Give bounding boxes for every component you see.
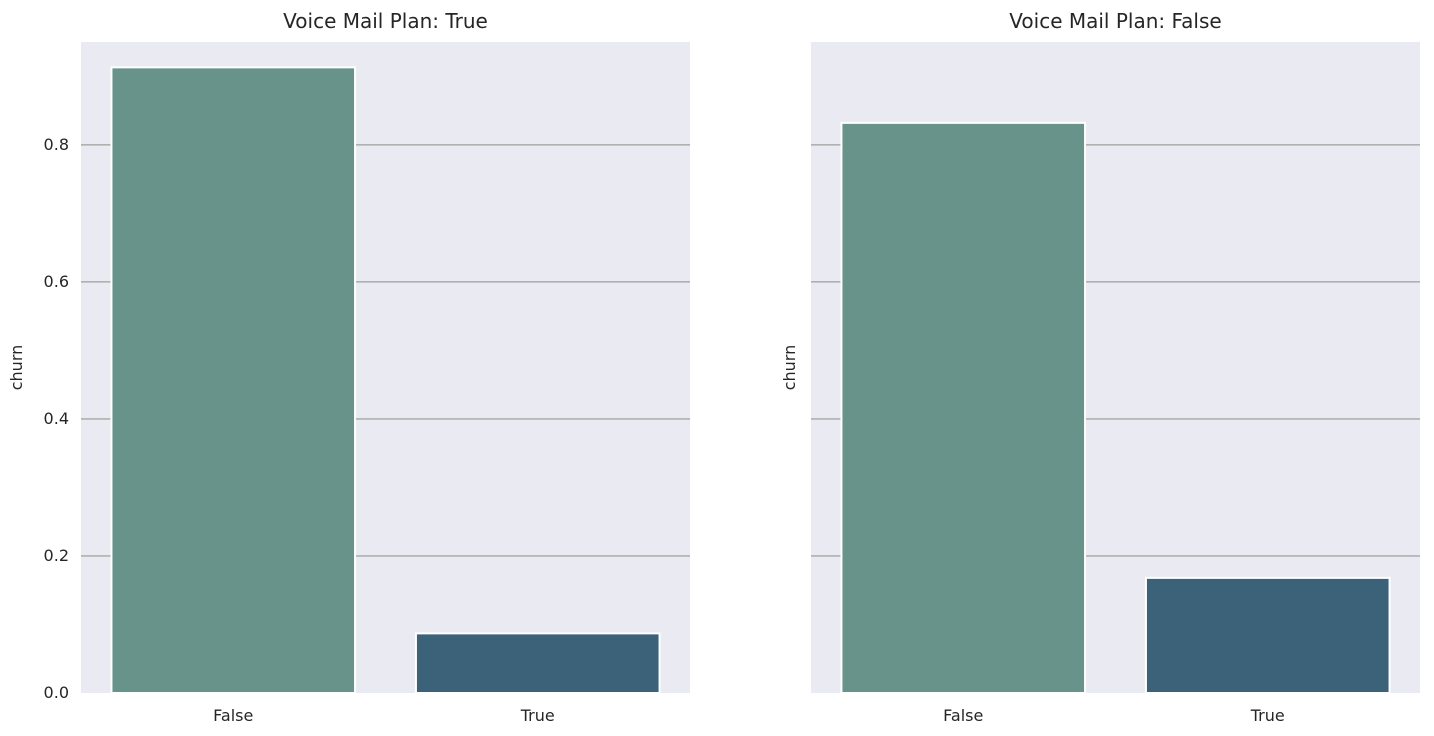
chart-panel-voice-mail-false: False True Voice Mail Plan: False churn: [780, 9, 1420, 725]
chart-title: Voice Mail Plan: False: [1009, 9, 1221, 33]
bar-false: [110, 66, 357, 694]
x-tick-label: False: [943, 706, 983, 725]
y-axis-label: churn: [7, 345, 26, 391]
x-tick-label: True: [520, 706, 555, 725]
y-tick-label: 0.4: [44, 409, 69, 428]
y-tick-label: 0.6: [44, 272, 69, 291]
bar-true: [414, 632, 661, 694]
bar-true: [1144, 576, 1391, 695]
y-tick-label: 0.8: [44, 135, 69, 154]
y-tick-label: 0.0: [44, 683, 69, 702]
bar-false: [840, 121, 1087, 695]
y-tick-label: 0.2: [44, 546, 69, 565]
chart-panel-voice-mail-true: 0.0 0.2 0.4 0.6 0.8 False True Voice Mail Plan:…: [7, 9, 690, 725]
x-tick-label: False: [213, 706, 253, 725]
chart-title: Voice Mail Plan: True: [283, 9, 488, 33]
y-axis-label: churn: [780, 345, 799, 391]
x-tick-label: True: [1250, 706, 1285, 725]
